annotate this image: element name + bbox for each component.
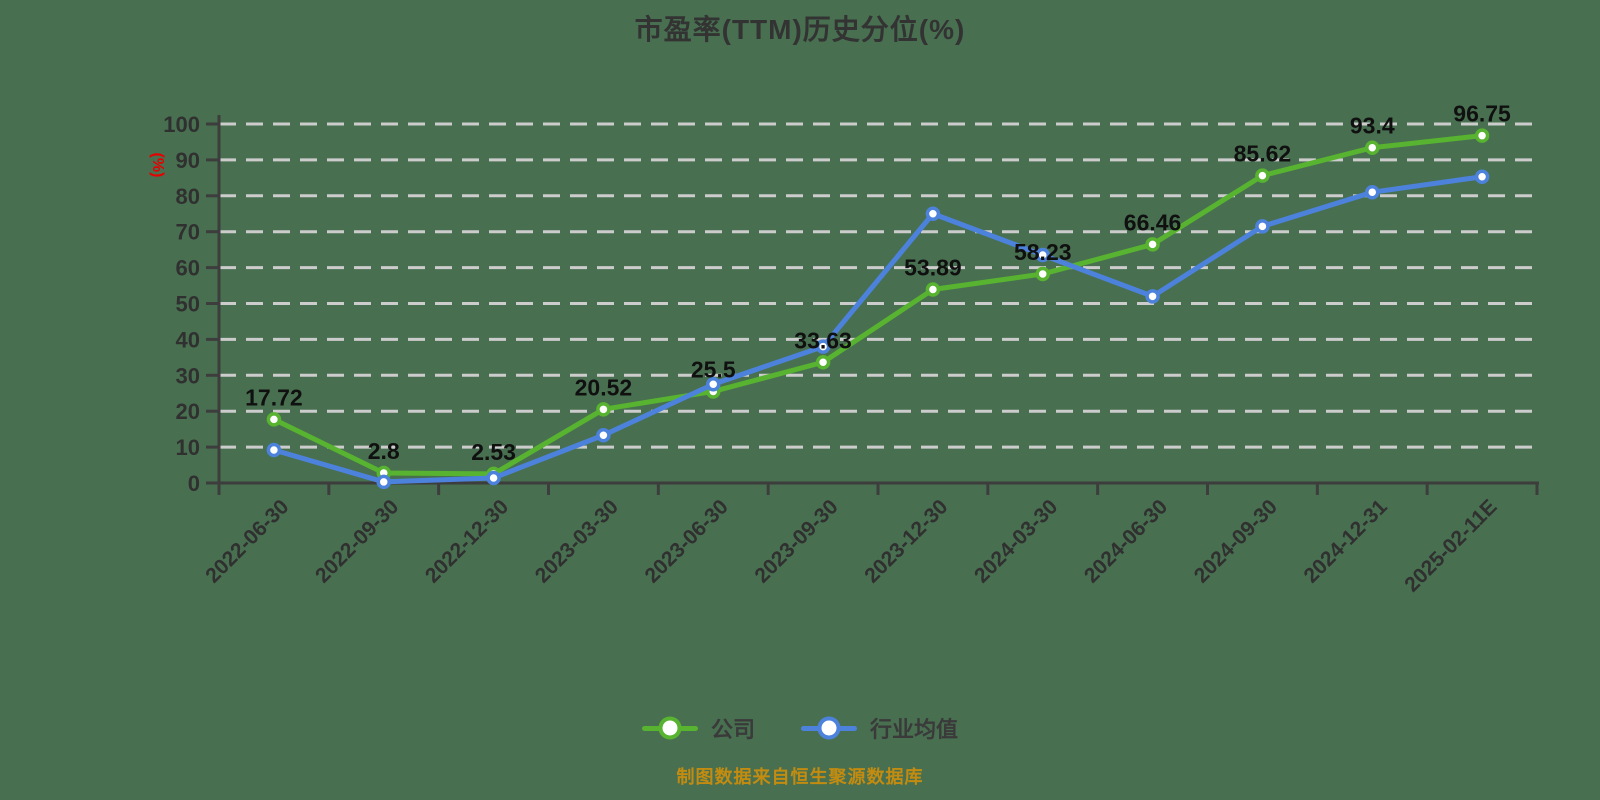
data-point-company[interactable] [596, 402, 611, 417]
y-tick-label: 60 [176, 256, 200, 281]
legend-line-marker-icon [641, 716, 698, 740]
x-tick-label: 2025-02-11E [1400, 495, 1501, 596]
data-label: 33.63 [794, 327, 852, 353]
data-point-industry-average[interactable] [376, 474, 391, 490]
x-tick-label: 2023-03-30 [531, 495, 623, 587]
legend-label: 行业均值 [870, 717, 959, 742]
y-tick-label: 30 [176, 363, 200, 388]
y-tick-label: 70 [176, 220, 200, 245]
data-point-company[interactable] [266, 412, 282, 427]
data-label: 96.75 [1453, 101, 1511, 127]
data-label: 17.72 [245, 384, 303, 410]
legend-label: 公司 [710, 717, 755, 742]
x-tick-label: 2024-09-30 [1190, 495, 1282, 587]
y-tick-label: 80 [176, 184, 200, 209]
y-tick-label: 10 [176, 435, 200, 460]
data-label: 53.89 [904, 255, 962, 281]
y-tick-label: 90 [176, 148, 200, 173]
data-point-industry-average[interactable] [925, 206, 941, 221]
data-point-industry-average[interactable] [486, 470, 501, 486]
x-tick-label: 2024-12-31 [1300, 495, 1392, 587]
data-point-industry-average[interactable] [706, 377, 721, 392]
data-label: 20.52 [575, 374, 633, 400]
x-tick-label: 2024-06-30 [1080, 495, 1172, 587]
data-point-industry-average[interactable] [1255, 219, 1270, 234]
x-tick-label: 2022-06-30 [201, 495, 293, 587]
data-point-company[interactable] [925, 282, 941, 297]
data-point-industry-average[interactable] [1035, 247, 1050, 263]
data-label: 2.8 [368, 438, 400, 464]
x-tick-label: 2022-12-30 [421, 495, 513, 587]
data-point-company[interactable] [1255, 168, 1270, 183]
data-label: 58.23 [1014, 239, 1072, 265]
series-line-industry-average[interactable] [271, 174, 1485, 485]
data-point-company[interactable] [1145, 237, 1160, 252]
legend-circle-marker-icon [658, 716, 682, 740]
legend-item-company[interactable]: 公司 [641, 712, 755, 744]
data-source-note: 制图数据来自恒生聚源数据库 [676, 767, 924, 787]
data-label: 25.5 [691, 356, 736, 382]
x-tick-label: 2023-06-30 [641, 495, 733, 587]
x-tick-label: 2023-09-30 [750, 495, 842, 587]
legend-item-industry-average[interactable]: 行业均值 [801, 712, 958, 744]
legend: 公司 行业均值 [0, 712, 1600, 744]
y-tick-label: 40 [176, 327, 200, 352]
x-tick-label: 2023-12-30 [860, 495, 952, 587]
data-label: 85.62 [1234, 141, 1292, 167]
x-tick-label: 2024-03-30 [970, 495, 1062, 587]
x-tick-label: 2022-09-30 [311, 495, 403, 587]
legend-circle-marker-icon [817, 716, 841, 740]
data-point-industry-average[interactable] [815, 339, 831, 354]
data-point-industry-average[interactable] [1145, 289, 1160, 304]
chart-title: 市盈率(TTM)历史分位(%) [634, 14, 966, 45]
data-point-company[interactable] [1365, 140, 1380, 155]
legend-line-marker-icon [801, 716, 857, 740]
data-point-industry-average[interactable] [596, 428, 611, 443]
data-point-industry-average[interactable] [1365, 184, 1380, 200]
y-tick-label: 50 [176, 292, 200, 317]
y-tick-label: 0 [188, 471, 200, 496]
data-label: 2.53 [471, 439, 516, 465]
data-point-company[interactable] [1035, 266, 1050, 282]
data-point-company[interactable] [1474, 128, 1490, 143]
series-line-company[interactable] [271, 133, 1485, 477]
data-point-industry-average[interactable] [266, 442, 282, 458]
data-label: 93.4 [1350, 113, 1395, 139]
y-tick-label: 20 [176, 399, 200, 424]
data-point-industry-average[interactable] [1474, 169, 1490, 185]
data-label: 66.46 [1124, 209, 1182, 235]
data-point-company[interactable] [815, 355, 831, 370]
y-tick-label: 100 [163, 112, 200, 137]
